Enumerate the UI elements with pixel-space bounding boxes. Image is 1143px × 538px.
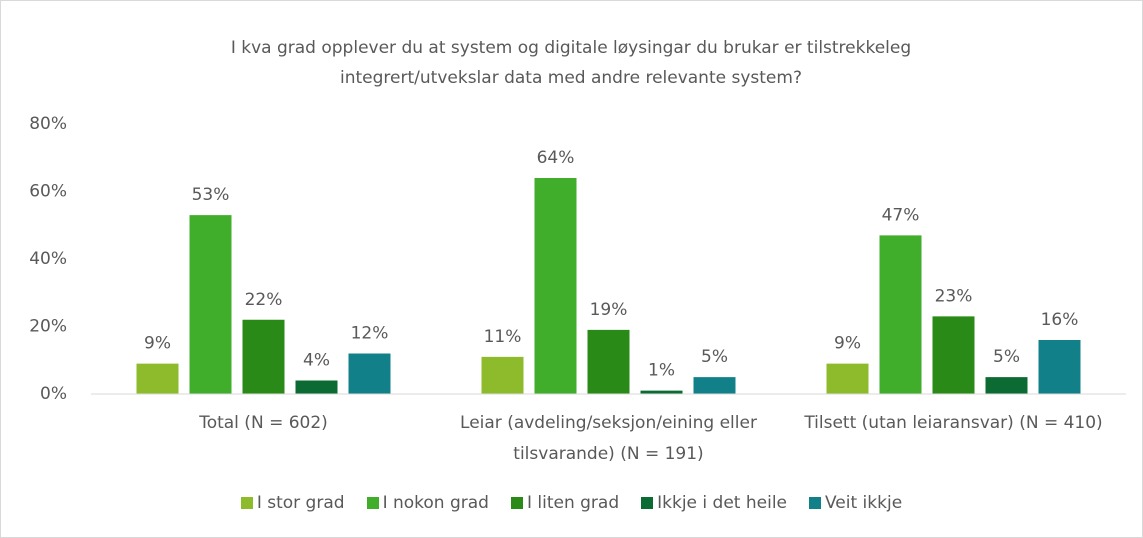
y-tick-label: 40%	[29, 249, 67, 269]
bar	[348, 353, 391, 394]
bar	[242, 319, 285, 394]
data-label: 53%	[192, 185, 230, 205]
legend: I stor grad I nokon grad I liten grad Ikkje…	[1, 493, 1142, 513]
x-tick-label: Tilsett (utan leiaransvar) (N = 410)	[804, 413, 1103, 433]
bar	[587, 329, 630, 394]
y-tick-label: 20%	[29, 317, 67, 337]
legend-swatch	[809, 497, 821, 509]
bar	[481, 356, 524, 394]
legend-label: I liten grad	[526, 493, 620, 513]
legend-swatch	[366, 497, 379, 509]
bar	[985, 377, 1028, 394]
legend-label: I stor grad	[256, 493, 345, 513]
data-label: 64%	[537, 148, 575, 168]
legend-swatch	[641, 497, 654, 509]
x-tick-label: Leiar (avdeling/seksjon/eining eller til…	[460, 413, 757, 464]
bar	[879, 235, 922, 394]
data-label: 9%	[834, 334, 861, 354]
legend-swatch	[510, 497, 523, 509]
data-label: 1%	[648, 361, 675, 381]
y-tick-label: 0%	[40, 384, 67, 404]
data-label: 47%	[882, 205, 920, 225]
legend-item: I liten grad	[510, 493, 620, 513]
data-label: 5%	[993, 347, 1020, 367]
bar	[932, 316, 975, 394]
bar	[189, 215, 232, 394]
y-tick-label: 80%	[29, 114, 67, 134]
data-label: 4%	[303, 351, 330, 371]
y-tick-label: 60%	[29, 182, 67, 202]
legend-item: Ikkje i det heile	[641, 493, 787, 513]
legend-swatch	[240, 497, 253, 509]
data-label: 22%	[245, 290, 283, 310]
chart-title: I kva grad opplever du at system og digi…	[230, 38, 912, 88]
legend-label: I nokon grad	[382, 493, 489, 513]
data-label: 23%	[935, 286, 973, 306]
legend-label: Veit ikkje	[825, 493, 903, 513]
data-label: 12%	[351, 324, 389, 344]
data-label: 11%	[484, 327, 522, 347]
legend-item: I stor grad	[240, 493, 345, 513]
bar	[826, 363, 869, 394]
legend-label: Ikkje i det heile	[657, 493, 787, 513]
legend-item: Veit ikkje	[809, 493, 902, 513]
bar	[1038, 340, 1081, 394]
data-label: 9%	[144, 334, 171, 354]
legend-item: I nokon grad	[366, 493, 489, 513]
data-label: 16%	[1041, 310, 1079, 330]
bar	[640, 390, 683, 394]
data-label: 19%	[590, 300, 628, 320]
bar	[136, 363, 179, 394]
data-label: 5%	[701, 347, 728, 367]
bar	[534, 178, 577, 394]
bar	[693, 377, 736, 394]
bar	[295, 380, 338, 394]
x-tick-label: Total (N = 602)	[199, 413, 328, 433]
